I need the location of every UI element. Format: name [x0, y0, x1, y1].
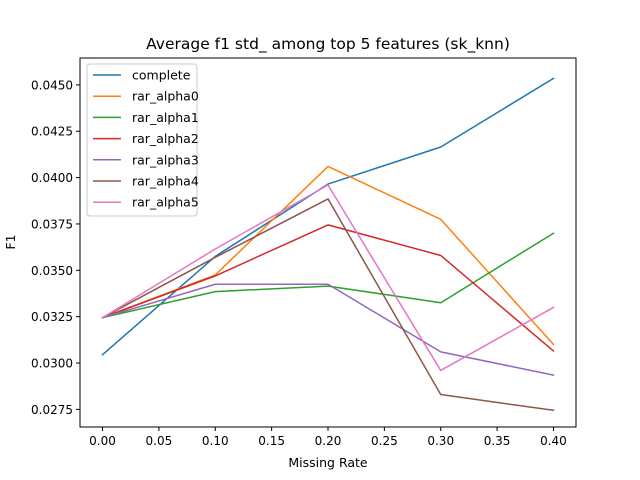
- legend-label-rar_alpha4: rar_alpha4: [132, 174, 199, 189]
- legend: complete rar_alpha0 rar_alpha1 rar_alpha2ra…: [86, 63, 199, 217]
- series-line-rar_alpha4: [101, 198, 555, 412]
- legend-label-rar_alpha3: rar_alpha3: [132, 152, 199, 167]
- x-axis-label: Missing Rate: [288, 455, 368, 470]
- x-tick-label: 0.05: [146, 434, 173, 448]
- y-tick-label: 0.0325: [31, 310, 73, 324]
- series-line-rar_alpha2: [101, 224, 555, 353]
- x-tick-label: 0.30: [427, 434, 454, 448]
- y-tick-label: 0.0375: [31, 217, 73, 231]
- y-tick-label: 0.0275: [31, 403, 73, 417]
- x-tick-label: 0.20: [315, 434, 342, 448]
- legend-label-rar_alpha2: rar_alpha2: [132, 131, 199, 146]
- y-axis: 0.0275 0.0300 0.0325 0.0350 0.0375 0.0400 0.04…: [31, 78, 80, 417]
- chart-title: Average f1 std_ among top 5 features (sk…: [146, 35, 510, 54]
- y-axis-label: F1: [3, 234, 18, 249]
- x-tick-label: 0.10: [202, 434, 229, 448]
- y-tick-label: 0.0300: [31, 357, 73, 371]
- series-line-rar_alpha1: [101, 232, 555, 319]
- y-tick-label: 0.0350: [31, 264, 73, 278]
- legend-label-rar_alpha1: rar_alpha1: [132, 110, 199, 125]
- x-tick-label: 0.35: [484, 434, 511, 448]
- y-tick-label: 0.0425: [31, 125, 73, 139]
- legend-box: [86, 63, 198, 217]
- y-tick-label: 0.0450: [31, 78, 73, 92]
- x-axis: 0.00 0.05 0.10 0.15 0.20 0.25 0.30 0.35 0.40: [89, 427, 567, 448]
- x-tick-label: 0.15: [258, 434, 285, 448]
- x-tick-label: 0.25: [371, 434, 398, 448]
- legend-label-rar_alpha0: rar_alpha0: [132, 89, 199, 104]
- series-line-rar_alpha3: [101, 283, 555, 376]
- plot-lines: [101, 77, 555, 412]
- legend-label-complete: complete: [132, 68, 191, 83]
- series-line-rar_alpha5: [101, 184, 555, 372]
- x-tick-label: 0.00: [89, 434, 116, 448]
- x-tick-label: 0.40: [540, 434, 567, 448]
- y-tick-label: 0.0400: [31, 171, 73, 185]
- legend-label-rar_alpha5: rar_alpha5: [132, 195, 199, 210]
